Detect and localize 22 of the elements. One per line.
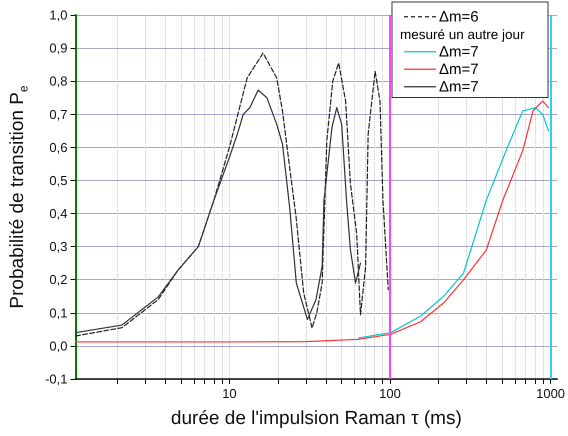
y-tick-label: -0,1 [45,372,68,386]
y-tick-label: 0,1 [49,305,68,320]
legend-label: Δm=7 [439,60,479,78]
y-tick-label: 0,3 [49,239,68,254]
legend-label: Δm=7 [439,43,479,60]
y-tick-label: 0,4 [49,206,68,222]
x-tick-label: 1000 [536,386,566,401]
y-tick-label: 1,0 [49,8,68,22]
y-tick-label: 0,9 [49,40,68,56]
y-tick-label: 0,0 [49,338,68,354]
x-tick-label: 10 [222,386,237,401]
legend-label: Δm=7 [439,78,479,96]
legend-label: Δm=6 [439,8,479,26]
y-tick-label: 0,8 [49,74,68,89]
x-tick-label: 100 [379,386,401,401]
x-axis-title: durée de l'impulsion Raman τ (ms) [170,408,462,429]
annotation: mesuré un autre jour [400,26,526,42]
y-tick-label: 0,7 [49,106,68,122]
y-axis-title: Probabilité de transition Pe [7,85,30,309]
y-tick-label: 0,2 [49,272,68,288]
y-tick-label: 0,6 [49,140,68,155]
y-tick-label: 0,5 [49,172,68,188]
